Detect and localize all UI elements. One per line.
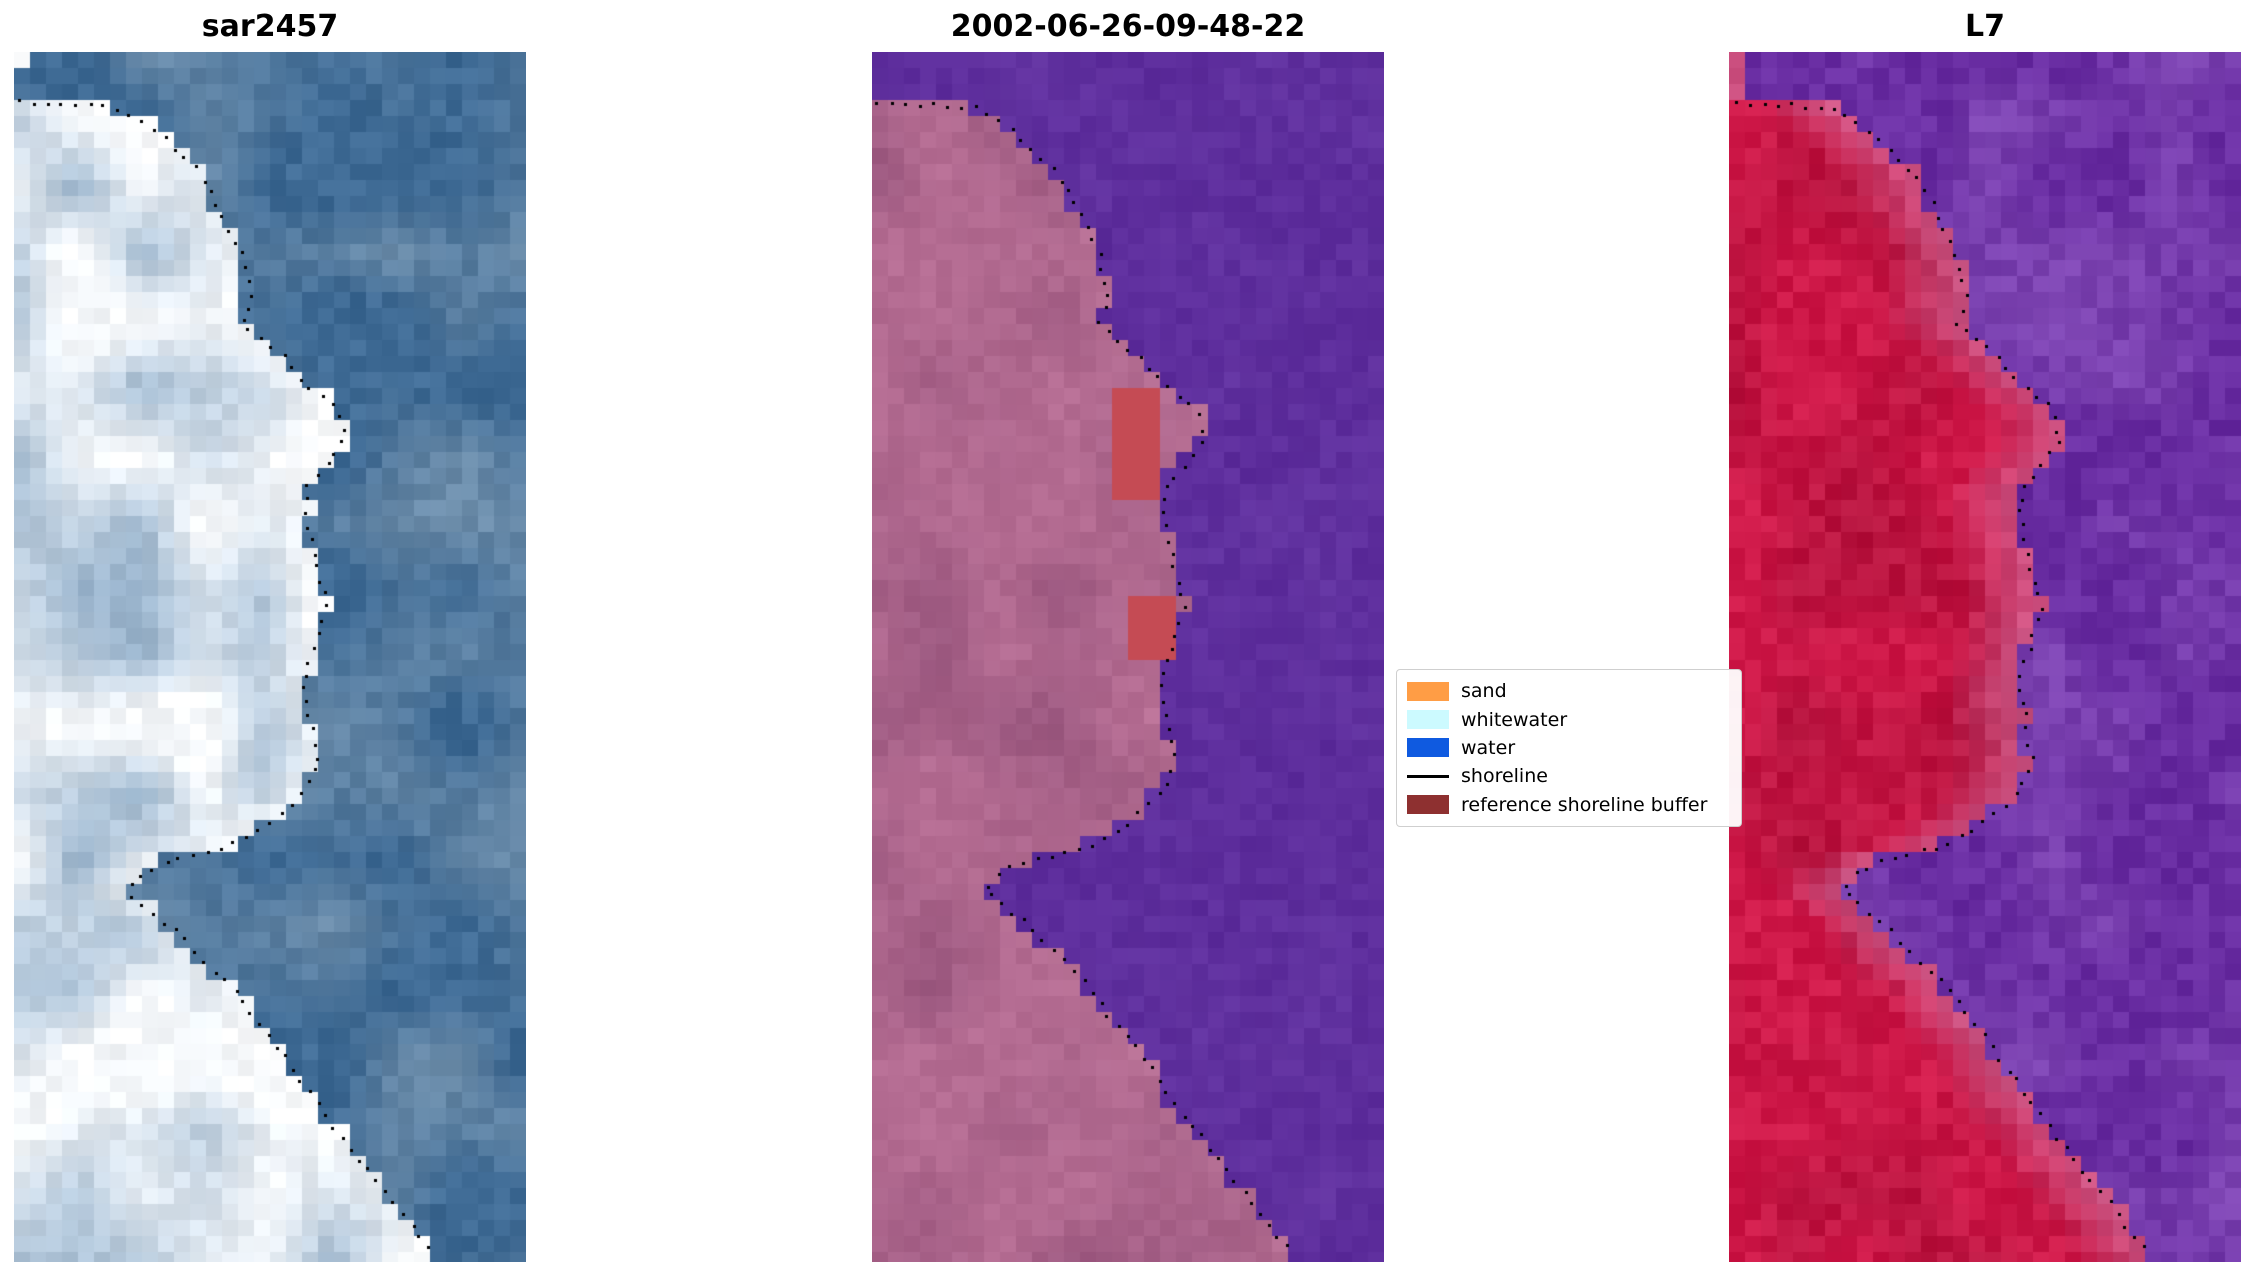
panel-title-sar: sar2457 [201, 9, 339, 44]
panel-title-l7: L7 [1965, 9, 2005, 44]
legend-label-sand: sand [1461, 680, 1507, 703]
sand-swatch [1407, 681, 1449, 701]
legend-item-sand: sand [1397, 680, 1741, 702]
panel-classified-image: 2002-06-26-09-48-22 [872, 9, 1384, 1262]
l7-image-canvas [1729, 52, 2241, 1262]
water-swatch [1407, 738, 1449, 758]
legend-item-water: water [1397, 737, 1741, 759]
legend-label-shoreline: shoreline [1461, 765, 1548, 788]
whitewater-swatch [1407, 710, 1449, 730]
legend-label-reference-buffer: reference shoreline buffer [1461, 793, 1708, 816]
legend-item-reference-buffer: reference shoreline buffer [1397, 794, 1741, 816]
classified-image-canvas [872, 52, 1384, 1262]
legend-label-whitewater: whitewater [1461, 708, 1568, 731]
panel-sar-image: sar2457 [14, 9, 526, 1262]
panel-l7-image: L7 [1729, 9, 2241, 1262]
panel-title-date: 2002-06-26-09-48-22 [950, 9, 1306, 44]
legend-item-shoreline: shoreline [1397, 765, 1741, 787]
legend-label-water: water [1461, 736, 1516, 759]
reference-buffer-swatch [1407, 795, 1449, 815]
legend: sand whitewater water shoreline referenc… [1396, 669, 1742, 827]
shoreline-line-swatch [1407, 774, 1449, 778]
legend-item-whitewater: whitewater [1397, 709, 1741, 731]
sar-image-canvas [14, 52, 526, 1262]
